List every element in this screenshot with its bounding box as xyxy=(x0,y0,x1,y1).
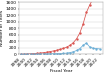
Titles Added Each Fiscal Year xyxy=(69,52,71,53)
Titles Added Each Fiscal Year xyxy=(63,53,64,54)
Cumulative Increase xyxy=(40,53,41,54)
Y-axis label: Number of Titles: Number of Titles xyxy=(0,10,4,46)
Cumulative Increase xyxy=(53,50,54,51)
Cumulative Increase xyxy=(43,52,44,53)
Titles Added Each Fiscal Year xyxy=(50,53,51,54)
Titles Added Each Fiscal Year xyxy=(89,46,90,47)
Line: Cumulative Increase: Cumulative Increase xyxy=(20,0,100,55)
Titles Added Each Fiscal Year xyxy=(79,48,80,49)
Titles Added Each Fiscal Year xyxy=(82,45,84,46)
X-axis label: Fiscal Year: Fiscal Year xyxy=(50,69,72,73)
Cumulative Increase xyxy=(33,53,34,54)
Cumulative Increase xyxy=(76,38,77,39)
Titles Added Each Fiscal Year xyxy=(40,54,41,55)
Titles Added Each Fiscal Year xyxy=(23,54,25,55)
Cumulative Increase xyxy=(89,4,90,5)
Titles Added Each Fiscal Year xyxy=(92,48,94,49)
Titles Added Each Fiscal Year xyxy=(20,54,21,55)
Cumulative Increase xyxy=(20,54,21,55)
Titles Added Each Fiscal Year xyxy=(30,54,31,55)
Cumulative Increase xyxy=(63,48,64,49)
Titles Added Each Fiscal Year xyxy=(53,53,54,54)
Cumulative Increase xyxy=(86,12,87,13)
Titles Added Each Fiscal Year xyxy=(33,54,34,55)
Cumulative Increase xyxy=(50,51,51,52)
Cumulative Increase xyxy=(59,49,61,50)
Titles Added Each Fiscal Year xyxy=(99,48,100,49)
Titles Added Each Fiscal Year xyxy=(27,54,28,55)
Line: Titles Added Each Fiscal Year: Titles Added Each Fiscal Year xyxy=(20,43,100,55)
Titles Added Each Fiscal Year xyxy=(76,50,77,51)
Cumulative Increase xyxy=(79,32,80,33)
Cumulative Increase xyxy=(23,54,25,55)
Cumulative Increase xyxy=(30,53,31,54)
Titles Added Each Fiscal Year xyxy=(96,48,97,49)
Titles Added Each Fiscal Year xyxy=(46,53,48,54)
Cumulative Increase xyxy=(46,52,48,53)
Titles Added Each Fiscal Year xyxy=(36,54,38,55)
Titles Added Each Fiscal Year xyxy=(73,51,74,52)
Titles Added Each Fiscal Year xyxy=(59,53,61,54)
Cumulative Increase xyxy=(73,42,74,43)
Titles Added Each Fiscal Year xyxy=(66,53,67,54)
Cumulative Increase xyxy=(82,23,84,24)
Cumulative Increase xyxy=(36,53,38,54)
Cumulative Increase xyxy=(56,50,57,51)
Titles Added Each Fiscal Year xyxy=(56,53,57,54)
Cumulative Increase xyxy=(69,45,71,46)
Titles Added Each Fiscal Year xyxy=(86,43,87,44)
Cumulative Increase xyxy=(66,47,67,48)
